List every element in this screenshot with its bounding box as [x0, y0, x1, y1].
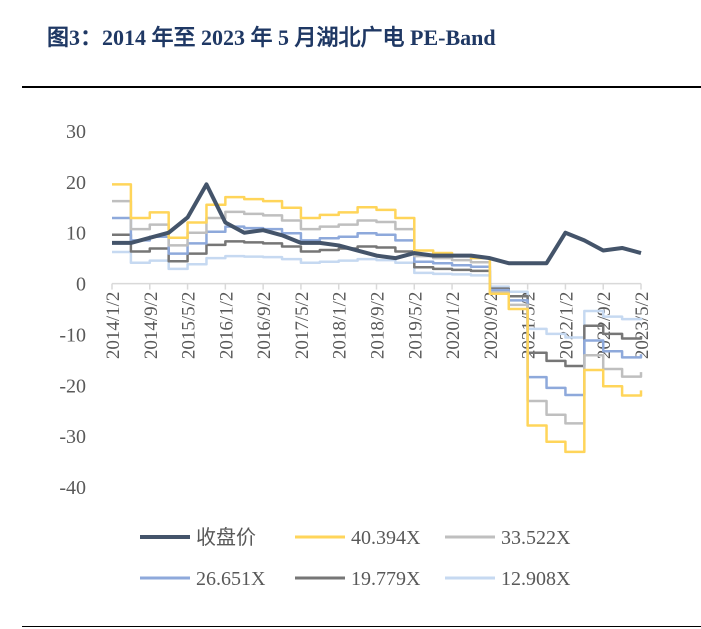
legend-label: 33.522X [501, 527, 571, 549]
x-tick-label: 2016/1/2 [216, 292, 237, 360]
legend-label: 26.651X [196, 568, 266, 590]
x-tick-label: 2023/5/2 [632, 292, 653, 360]
series-line-40.394X [112, 183, 643, 454]
x-tick-label: 2021/5/2 [519, 292, 540, 360]
series-line-33.522X [112, 199, 643, 425]
y-tick-label: -20 [59, 375, 86, 397]
y-tick-label: -30 [59, 426, 86, 448]
x-tick-label: 2022/9/2 [594, 292, 615, 360]
x-tick-label: 2017/5/2 [292, 292, 313, 360]
x-tick-label: 2020/1/2 [443, 292, 464, 360]
x-tick-label: 2018/1/2 [330, 292, 351, 360]
x-tick-label: 2015/5/2 [179, 292, 200, 360]
legend-label: 19.779X [351, 568, 421, 590]
x-tick-label: 2018/9/2 [368, 292, 389, 360]
x-tick-label: 2020/9/2 [481, 292, 502, 360]
x-tick-label: 2022/1/2 [556, 292, 577, 360]
series-line-close-price [112, 182, 642, 266]
legend-label: 12.908X [501, 568, 571, 590]
legend-label: 40.394X [351, 527, 421, 549]
x-tick-label: 2019/5/2 [405, 292, 426, 360]
y-tick-label: 20 [66, 172, 86, 194]
series-line-26.651X [112, 216, 643, 397]
x-tick-label: 2016/9/2 [254, 292, 275, 360]
y-tick-label: 30 [66, 121, 86, 143]
y-tick-label: 0 [76, 274, 86, 296]
bottom-rule [22, 626, 701, 627]
series-line-12.908X [112, 250, 643, 339]
legend-label: 收盘价 [196, 526, 256, 549]
y-tick-label: -10 [59, 324, 86, 346]
series-line-19.779X [112, 233, 643, 368]
y-tick-label: -40 [59, 477, 86, 499]
figure-title: 图3：2014 年至 2023 年 5 月湖北广电 PE-Band [47, 25, 496, 50]
x-tick-label: 2014/9/2 [141, 292, 162, 360]
x-tick-label: 2014/1/2 [103, 292, 124, 360]
y-tick-label: 10 [66, 223, 86, 245]
top-rule [22, 86, 701, 88]
